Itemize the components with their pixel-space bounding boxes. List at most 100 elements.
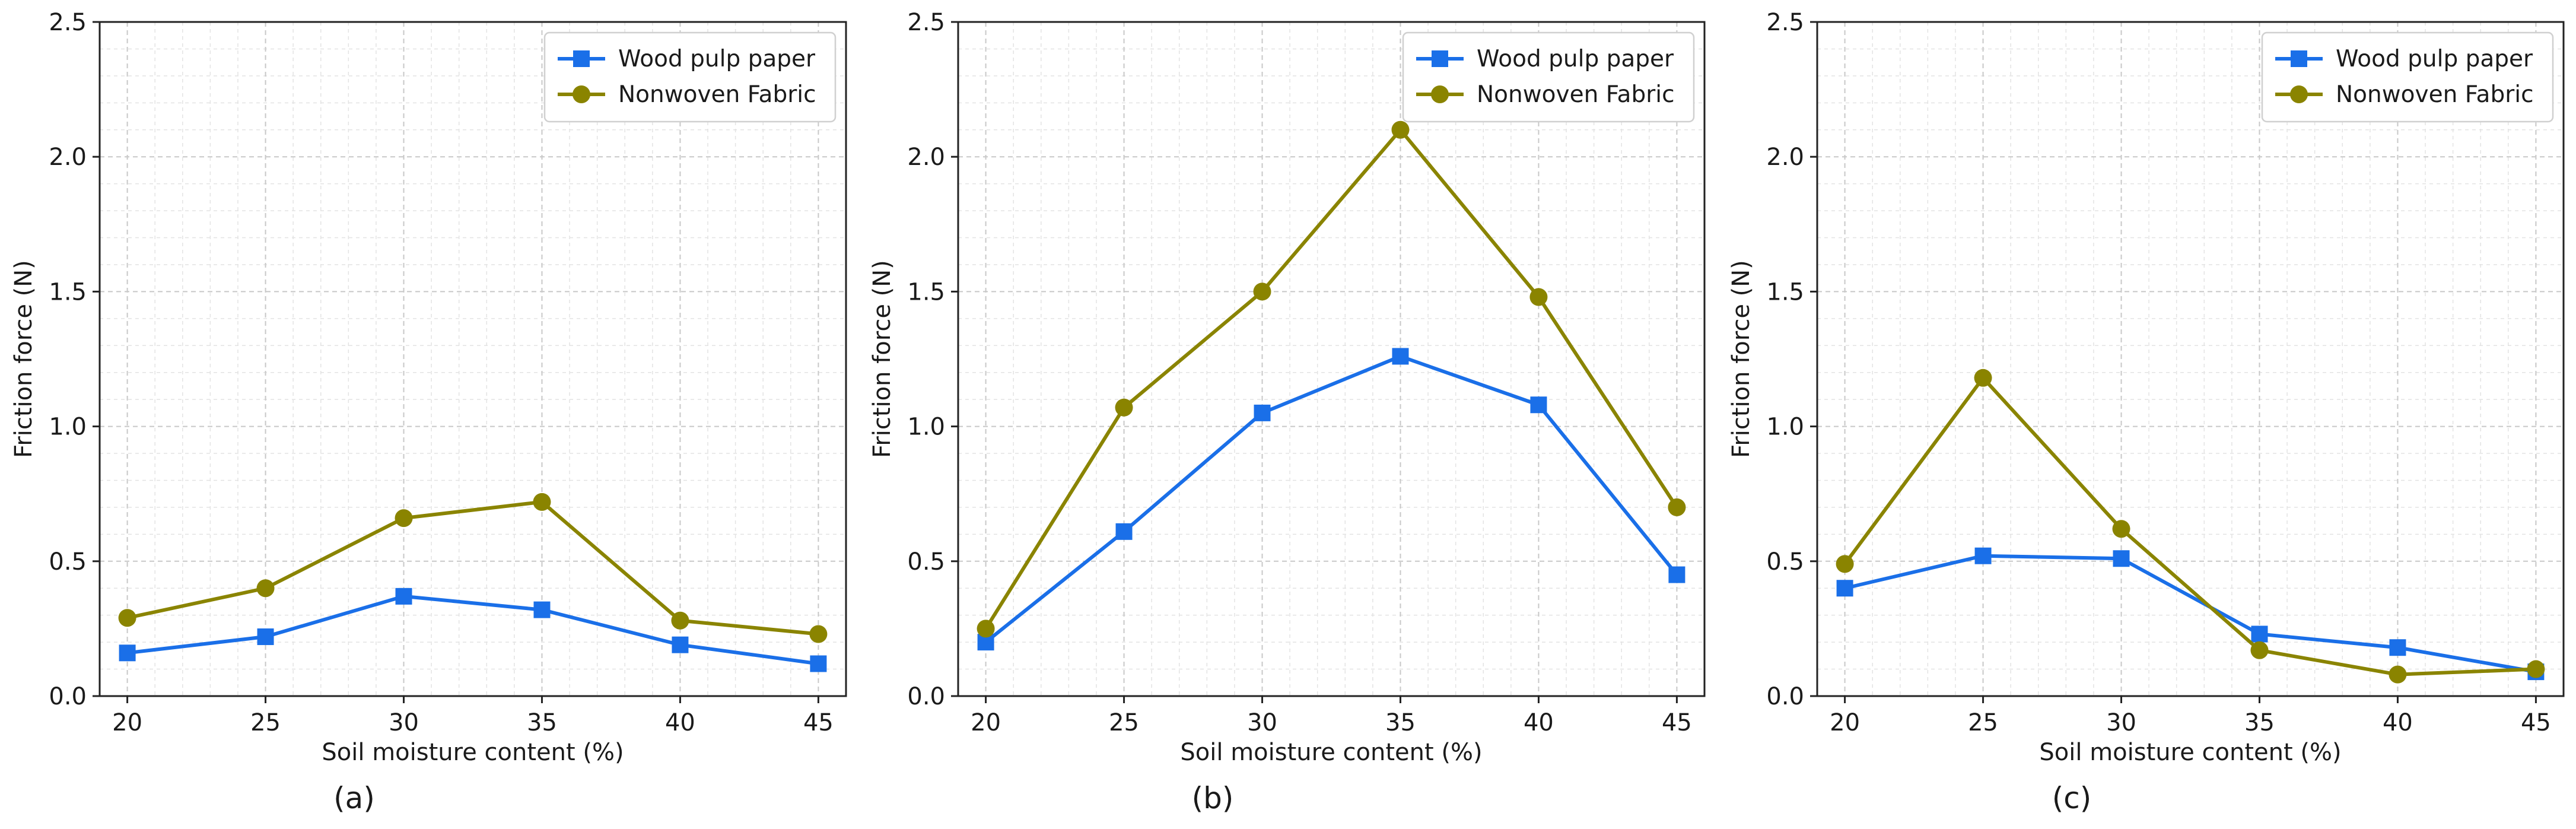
data-point — [1115, 398, 1133, 417]
x-tick-label: 35 — [1385, 709, 1416, 736]
data-point — [1529, 288, 1548, 306]
y-tick-label: 2.5 — [1766, 9, 1804, 36]
chart-panel-b: 20 25 30 35 40 45 0.0 0.5 1.0 1.5 2.0 2.5 Soil moist… — [869, 9, 1706, 815]
series-wood-pulp-paper — [977, 348, 1685, 651]
legend-marker — [573, 85, 590, 103]
data-point — [119, 644, 136, 662]
x-tick-label: 25 — [1968, 709, 1998, 736]
data-point — [2113, 550, 2130, 567]
data-point — [672, 636, 689, 653]
series-line — [984, 354, 1678, 644]
data-point — [2112, 520, 2130, 538]
y-tick-label: 2.5 — [907, 9, 945, 36]
y-tick-label: 1.0 — [1766, 414, 1804, 441]
legend-box — [1402, 31, 1695, 123]
y-tick-label: 1.0 — [49, 414, 87, 441]
y-tick-label: 0.0 — [49, 683, 87, 710]
series-line — [127, 594, 819, 666]
legend-label: Nonwoven Fabric — [1477, 81, 1675, 108]
y-tick-label: 2.0 — [1766, 144, 1804, 171]
y-tick-label: 2.5 — [49, 9, 87, 36]
data-point — [1530, 396, 1547, 414]
x-tick-label: 30 — [389, 709, 419, 736]
data-point — [257, 628, 274, 646]
x-axis-label: Soil moisture content (%) — [1180, 739, 1482, 766]
data-point — [533, 601, 551, 618]
x-tick-label: 30 — [1247, 709, 1277, 736]
legend-marker — [2290, 85, 2308, 103]
data-point — [810, 655, 827, 672]
data-point — [1974, 369, 1992, 387]
chart-panel-c: 20 25 30 35 40 45 0.0 0.5 1.0 1.5 2.0 2.5 Soil moist… — [1728, 9, 2565, 815]
y-tick-label: 0.0 — [907, 683, 945, 710]
data-point — [1836, 555, 1854, 573]
legend-label: Nonwoven Fabric — [2336, 81, 2534, 108]
legend-box — [543, 31, 837, 123]
series-line — [984, 128, 1678, 630]
x-tick-label: 45 — [2521, 709, 2551, 736]
y-axis-label: Friction force (N) — [1728, 260, 1755, 458]
data-point — [1254, 404, 1271, 421]
y-tick-label: 0.5 — [907, 548, 945, 576]
y-tick-label: 0.0 — [1766, 683, 1804, 710]
series-nonwoven-fabric — [118, 493, 828, 643]
legend-marker — [1432, 50, 1448, 67]
panel-label: (a) — [333, 781, 375, 815]
x-tick-label: 20 — [112, 709, 142, 736]
data-point — [1115, 523, 1133, 540]
y-tick-label: 0.5 — [1766, 548, 1804, 576]
legend-label: Nonwoven Fabric — [618, 81, 816, 108]
x-tick-label: 25 — [250, 709, 281, 736]
legend-marker — [2291, 50, 2307, 67]
data-point — [1974, 547, 1992, 564]
y-tick-label: 1.0 — [907, 414, 945, 441]
data-point — [2250, 641, 2269, 659]
legend: Wood pulp paper Nonwoven Fabric — [1402, 31, 1695, 123]
grid — [100, 21, 846, 697]
legend-marker — [573, 50, 590, 67]
data-point — [256, 579, 275, 598]
data-point — [395, 587, 412, 605]
y-axis-label: Friction force (N) — [10, 260, 37, 458]
panel-label: (c) — [2052, 781, 2092, 815]
y-tick-label: 2.0 — [49, 144, 87, 171]
x-axis-label: Soil moisture content (%) — [2039, 739, 2341, 766]
plot-frame — [957, 21, 1706, 697]
plot-frame — [1816, 21, 2565, 697]
series-nonwoven-fabric — [1836, 369, 2545, 684]
y-tick-label: 1.5 — [1766, 278, 1804, 306]
x-tick-label: 35 — [527, 709, 557, 736]
y-tick-label: 1.5 — [49, 278, 87, 306]
x-tick-label: 40 — [2383, 709, 2413, 736]
legend-label: Wood pulp paper — [2336, 46, 2533, 72]
series-line — [1844, 554, 2536, 674]
x-axis-label: Soil moisture content (%) — [322, 739, 624, 766]
data-point — [533, 493, 551, 511]
data-point — [1668, 566, 1685, 583]
x-tick-label: 20 — [1830, 709, 1860, 736]
legend: Wood pulp paper Nonwoven Fabric — [543, 31, 837, 123]
data-point — [395, 509, 413, 528]
legend-label: Wood pulp paper — [618, 46, 816, 72]
data-point — [2389, 639, 2406, 656]
chart-panel-a: 20 25 30 35 40 45 0.0 0.5 1.0 1.5 2.0 2.5 Soil moist… — [10, 9, 847, 815]
data-point — [1836, 580, 1853, 597]
x-tick-label: 20 — [971, 709, 1001, 736]
x-tick-label: 45 — [803, 709, 834, 736]
y-axis-label: Friction force (N) — [869, 260, 896, 458]
x-tick-label: 30 — [2106, 709, 2136, 736]
series-nonwoven-fabric — [977, 120, 1686, 638]
x-tick-label: 40 — [1524, 709, 1554, 736]
x-tick-label: 25 — [1109, 709, 1139, 736]
data-point — [1391, 120, 1410, 139]
data-point — [1392, 348, 1409, 365]
plot-frame — [98, 21, 847, 697]
series-line — [1843, 376, 2536, 676]
data-point — [977, 620, 995, 638]
x-tick-label: 35 — [2244, 709, 2275, 736]
legend-label: Wood pulp paper — [1477, 46, 1674, 72]
data-point — [1253, 282, 1271, 301]
data-point — [2251, 625, 2268, 643]
y-tick-label: 1.5 — [907, 278, 945, 306]
